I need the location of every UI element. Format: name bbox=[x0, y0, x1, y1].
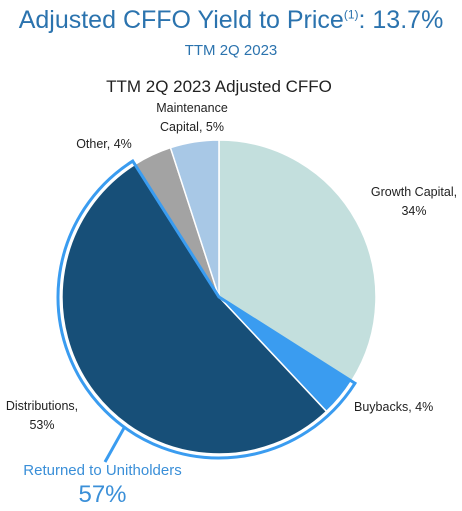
label-growth-capital: Growth Capital, 34% bbox=[371, 185, 457, 218]
label-buybacks: Buybacks, 4% bbox=[354, 400, 433, 414]
subhead: TTM 2Q 2023 bbox=[184, 42, 278, 59]
slice-maintenance-capital bbox=[169, 139, 220, 298]
headline-footnote: (1) bbox=[343, 7, 359, 22]
label-maintenance-capital: Maintenance Capital, 5% bbox=[156, 101, 228, 134]
headline-suffix: : 13.7% bbox=[358, 6, 444, 34]
returned-to-unitholders-outline bbox=[56, 158, 358, 460]
label-distributions: Distributions, 53% bbox=[6, 399, 78, 432]
returned-to-unitholders-value: 57% bbox=[78, 481, 127, 508]
headline-prefix: Adjusted CFFO Yield to Price bbox=[18, 6, 344, 34]
slice-distributions bbox=[61, 163, 328, 455]
callout-line bbox=[103, 426, 126, 463]
returned-to-unitholders-label: Returned to Unitholders bbox=[23, 462, 182, 479]
slice-labels: Growth Capital, 34% Buybacks, 4% Distributi… bbox=[6, 101, 457, 432]
chart-title: TTM 2Q 2023 Adjusted CFFO bbox=[106, 77, 332, 96]
headline: Adjusted CFFO Yield to Price(1): 13.7% bbox=[0, 6, 462, 35]
label-other: Other, 4% bbox=[76, 137, 132, 151]
pie-slices bbox=[61, 139, 377, 455]
